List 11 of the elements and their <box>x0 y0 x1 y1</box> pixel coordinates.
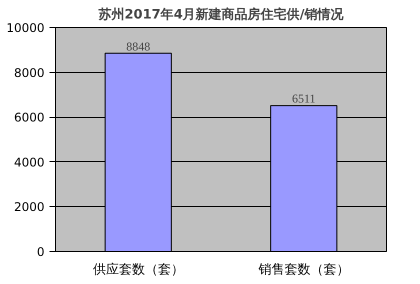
chart-title: 苏州2017年4月新建商品房住宅供/销情况 <box>98 6 344 22</box>
x-tick-label: 销售套数（套） <box>257 262 350 278</box>
y-tick-label: 4000 <box>14 155 45 170</box>
y-tick-label: 2000 <box>14 200 45 214</box>
y-tick-label: 0 <box>36 245 45 259</box>
y-tick-label: 8000 <box>14 66 45 80</box>
data-label: 6511 <box>292 92 316 106</box>
y-tick-label: 10000 <box>6 21 45 35</box>
x-tick-label: 供应套数（套） <box>92 262 184 278</box>
data-label: 8848 <box>126 39 150 54</box>
y-tick-label: 6000 <box>14 110 45 125</box>
